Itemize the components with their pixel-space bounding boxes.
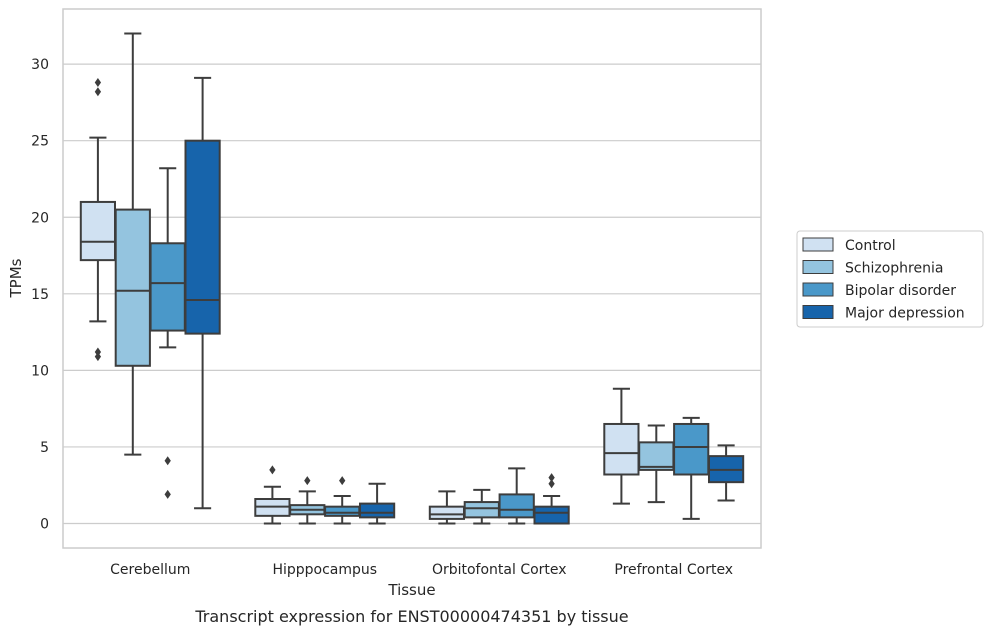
- box-0-1: [114, 32, 151, 456]
- x-tick-label: Cerebellum: [110, 562, 190, 578]
- outlier-point: [269, 465, 276, 475]
- box-body: [114, 208, 151, 367]
- x-axis-title: Tissue: [387, 581, 435, 599]
- box-body: [603, 422, 640, 476]
- x-tick-label: Prefrontal Cortex: [614, 562, 733, 578]
- legend-swatch: [802, 305, 834, 319]
- y-tick-labels: 0 5 10 15 20 25 30: [31, 57, 49, 532]
- legend-swatch: [802, 260, 834, 274]
- box-2-1: [463, 488, 500, 525]
- x-tick-labels: Cerebellum Hipppocampus Orbitofontal Corte…: [110, 562, 733, 578]
- box-body: [673, 422, 710, 476]
- legend-label: Control: [845, 238, 896, 254]
- outlier-point: [548, 479, 555, 489]
- plot-frame: [62, 8, 762, 549]
- box-body: [463, 501, 500, 519]
- box-0-2: [149, 167, 186, 499]
- box-1-1: [289, 476, 326, 525]
- box-1-3: [358, 482, 396, 525]
- outlier-point: [548, 473, 555, 483]
- box-2-0: [428, 490, 466, 525]
- box-1-0: [254, 465, 291, 525]
- box-3-2: [673, 416, 710, 520]
- box-body: [324, 505, 361, 517]
- legend-frame: [796, 230, 984, 328]
- outlier-point: [164, 489, 171, 499]
- legend-swatch: [802, 282, 834, 297]
- box-body: [498, 493, 535, 519]
- box-2-2: [498, 467, 535, 525]
- legend-item: Bipolar disorder: [802, 282, 956, 299]
- outlier-point: [339, 476, 346, 486]
- box-3-3: [707, 444, 745, 502]
- y-tick-label: 5: [40, 440, 49, 456]
- y-tick-label: 0: [40, 517, 49, 533]
- legend-swatch: [802, 237, 834, 252]
- box-3-1: [638, 424, 675, 504]
- chart-caption: Transcript expression for ENST0000047435…: [194, 607, 628, 626]
- legend-label: Schizophrenia: [845, 261, 943, 277]
- box-body: [638, 441, 675, 471]
- y-tick-label: 15: [31, 287, 49, 303]
- box-2-3: [533, 473, 570, 525]
- box-0-0: [79, 78, 117, 362]
- outlier-point: [304, 476, 311, 486]
- boxes: [79, 32, 745, 525]
- legend-label: Bipolar disorder: [845, 283, 956, 299]
- legend-label: Major depression: [845, 306, 965, 322]
- outlier-point: [94, 87, 102, 97]
- outlier-point: [94, 352, 102, 362]
- outlier-point: [94, 347, 102, 357]
- legend-item: Schizophrenia: [802, 260, 943, 277]
- outlier-point: [94, 78, 102, 87]
- y-axis-title: TPMs: [7, 258, 25, 298]
- box-body: [149, 242, 186, 332]
- box-body: [184, 139, 221, 335]
- y-tick-label: 30: [31, 57, 49, 73]
- outlier-point: [164, 456, 171, 466]
- x-tick-label: Orbitofontal Cortex: [432, 562, 567, 578]
- box-body: [358, 502, 396, 519]
- box-body: [428, 505, 466, 520]
- legend: Control Schizophrenia Bipolar disorder Majo…: [796, 230, 984, 328]
- box-body: [533, 505, 570, 525]
- box-0-3: [184, 76, 221, 510]
- legend-item: Control: [802, 237, 896, 254]
- box-body: [79, 200, 117, 262]
- box-3-0: [603, 387, 640, 505]
- x-tick-label: Hipppocampus: [272, 562, 377, 578]
- y-tick-label: 10: [31, 363, 49, 379]
- legend-item: Major depression: [802, 305, 965, 322]
- y-tick-label: 25: [31, 134, 49, 150]
- box-1-2: [324, 476, 361, 525]
- y-tick-label: 20: [31, 210, 49, 226]
